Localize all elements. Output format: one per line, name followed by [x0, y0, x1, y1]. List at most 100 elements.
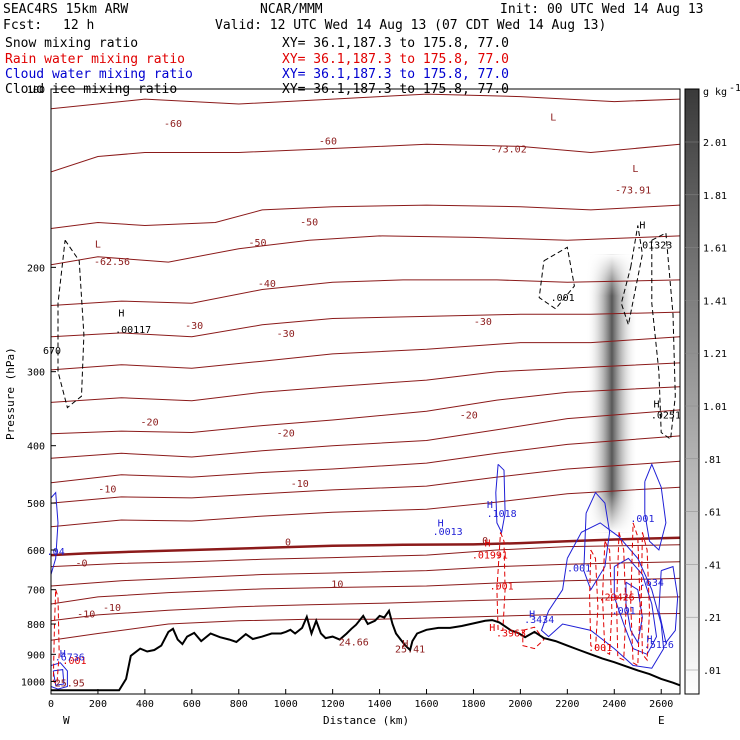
colorbar-unit-exponent: -1	[729, 83, 740, 94]
temperature-contour	[51, 561, 680, 587]
fcst-value: 12 h	[63, 18, 94, 33]
temperature-contour	[51, 596, 680, 622]
y-axis-label: Pressure (hPa)	[4, 347, 17, 440]
temperature-contour-label: -60	[164, 119, 182, 130]
terrain-layer	[51, 608, 680, 692]
temperature-contour	[51, 204, 680, 229]
temperature-contour	[51, 93, 680, 110]
temperature-contour	[51, 536, 680, 557]
terrain-line	[51, 608, 680, 692]
colorbar-tick-label: 1.41	[703, 296, 727, 307]
rain-contour-label: .001	[62, 656, 86, 667]
temperature-contour-label: L	[95, 239, 101, 250]
snow-contour-label: H	[118, 308, 124, 319]
center-title: NCAR/MMM	[260, 2, 323, 17]
cloud-contour-label: .001	[612, 606, 636, 617]
y-tick-label: 500	[27, 499, 45, 510]
snow-contour-label: .01323	[636, 241, 672, 252]
temperature-contour	[51, 235, 680, 266]
temperature-contour-label: H	[402, 639, 408, 650]
cloud-water-contour	[540, 522, 665, 669]
y-tick-label: 200	[27, 263, 45, 274]
cloud-contour-label: .001	[630, 514, 654, 525]
temperature-contour-label: 25.41	[395, 644, 425, 655]
x-tick-label: 800	[230, 699, 248, 710]
snow-contour-label: .001	[551, 293, 575, 304]
rain-contour-label: .3963	[496, 629, 526, 640]
rain-contour-label: H	[485, 539, 491, 550]
rain-water-contour	[522, 626, 545, 650]
x-tick-label: 0	[48, 699, 54, 710]
temperature-contour	[51, 336, 680, 371]
temperature-contour-label: -30	[185, 321, 203, 332]
temperature-contour-label: -60	[319, 136, 337, 147]
cloud-contour-label: .001	[567, 563, 591, 574]
temperature-contour-label: -20	[141, 418, 159, 429]
microphysics-contour-layer	[51, 225, 679, 690]
temperature-contour-label: 24.66	[339, 638, 369, 649]
rain-contour-label: H	[489, 623, 495, 634]
cloud-contour-label: .3434	[524, 615, 554, 626]
temperature-contour-label: -10	[291, 479, 309, 490]
x-tick-label: 1800	[461, 699, 485, 710]
temperature-contour-label: -20	[460, 411, 478, 422]
cloud-water-contour	[644, 462, 667, 551]
snow-contour	[538, 246, 575, 310]
axis-layer: 0 200 400 600 800 1000 1200 1400 1600 1800 2000 220…	[21, 85, 673, 710]
x-tick-label: 600	[183, 699, 201, 710]
model-title: SEAC4RS 15km ARW	[3, 2, 128, 17]
temperature-contour-label: -50	[300, 218, 318, 229]
x-tick-label: 2400	[602, 699, 626, 710]
rain-water-contour	[496, 532, 506, 631]
y-tick-label: 300	[27, 368, 45, 379]
rain-contour-label: .001	[490, 582, 514, 593]
colorbar-tick-label: 1.21	[703, 349, 727, 360]
temperature-contour-label: 10	[331, 579, 343, 590]
cloud-contour-label: .634	[640, 578, 664, 589]
temperature-contour-layer	[51, 93, 680, 641]
x-tick-label: 1200	[321, 699, 345, 710]
temperature-contour	[51, 486, 680, 528]
temperature-contour	[51, 613, 680, 641]
fcst-label: Fcst:	[3, 18, 42, 33]
temperature-contour-label: -30	[277, 329, 295, 340]
x-tick-label: 1000	[274, 699, 298, 710]
xy-line-snow: XY= 36.1,187.3 to 175.8, 77.0	[282, 36, 509, 51]
x-tick-label: 2000	[508, 699, 532, 710]
temperature-contour	[51, 279, 680, 306]
ice-column-fade	[586, 254, 638, 533]
cloud-contour-label: H	[438, 519, 444, 530]
temperature-contour	[51, 362, 680, 403]
end-label-east: E	[658, 714, 665, 727]
cloud-water-contour	[658, 565, 679, 644]
temperature-contour-label: -50	[249, 238, 267, 249]
temperature-contour-label: -0	[75, 559, 87, 570]
cloud-water-contour	[613, 557, 658, 655]
colorbar-tick-label: .01	[703, 666, 721, 677]
snow-contour-label: H	[654, 400, 660, 411]
rain-contour-label: .001	[588, 643, 612, 654]
x-axis-label: Distance (km)	[323, 714, 409, 727]
y-tick-label: 1000	[21, 677, 45, 688]
colorbar-tick-label: .81	[703, 455, 721, 466]
temperature-contour	[51, 386, 680, 435]
cloud-contour-label: H	[60, 649, 66, 660]
cloud-contour-label: .6736	[55, 653, 85, 664]
temperature-contour-label: L	[632, 164, 638, 175]
temperature-contour-label: 0	[285, 538, 291, 549]
colorbar-tick-label: .61	[703, 508, 721, 519]
temperature-contour	[51, 409, 680, 459]
x-tick-label: 200	[89, 699, 107, 710]
valid-time: Valid: 12 UTC Wed 14 Aug 13 (07 CDT Wed …	[215, 18, 606, 33]
field-cloud: Cloud water mixing ratio	[5, 67, 193, 82]
colorbar-unit: g kg	[703, 87, 727, 98]
cloud-contour-label: .5126	[644, 640, 674, 651]
snow-contour	[651, 232, 676, 441]
x-tick-label: 1600	[414, 699, 438, 710]
temperature-contour-label: -73.02	[491, 145, 527, 156]
snow-contour-label: .00117	[115, 325, 151, 336]
snow-contour	[620, 225, 643, 327]
y-tick-label: 900	[27, 650, 45, 661]
colorbar-tick-label: 1.81	[703, 191, 727, 202]
